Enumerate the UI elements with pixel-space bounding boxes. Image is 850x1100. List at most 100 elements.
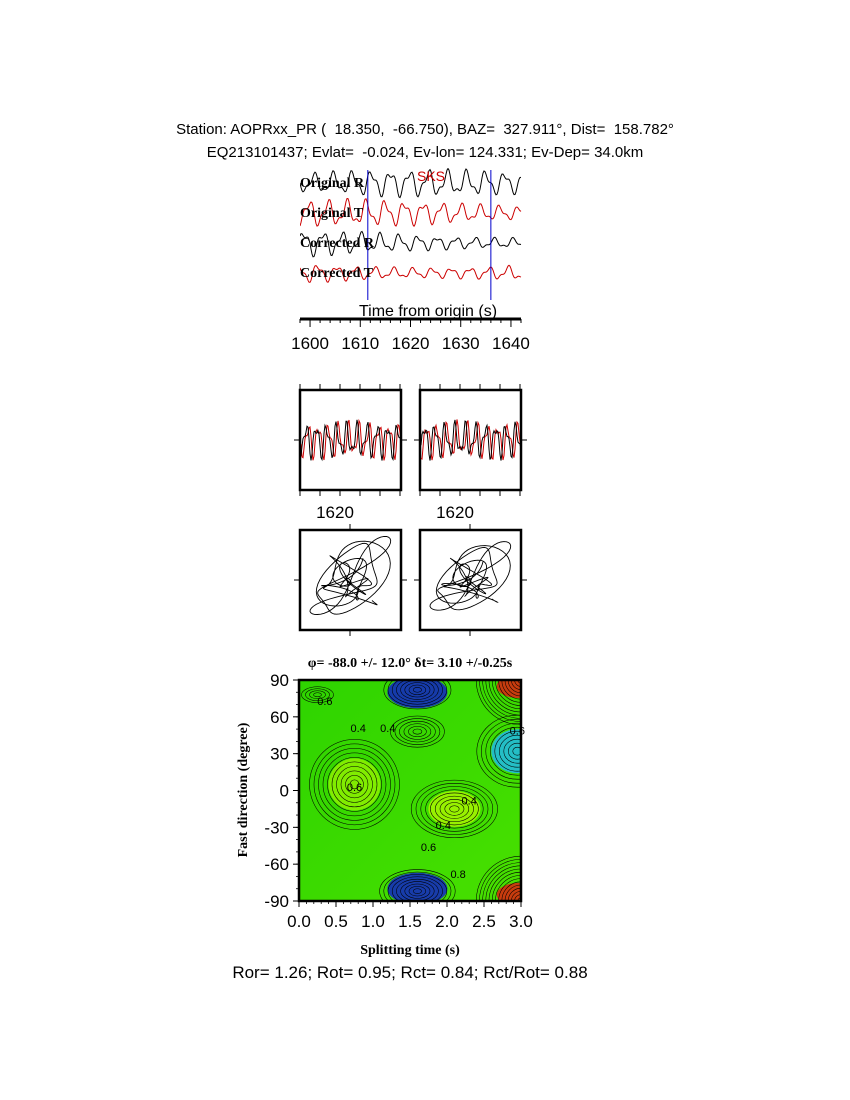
contour-line (331, 761, 378, 808)
contour-line (313, 692, 322, 698)
trace-label-corrected-t: Corrected T (300, 266, 374, 281)
contour-line (327, 757, 382, 812)
grid-x-tick-label: 0.0 (287, 912, 311, 931)
bright-region-right (428, 790, 481, 827)
window-trace-radial (421, 419, 520, 461)
contour-label: 0.4 (351, 723, 366, 735)
contour-line (387, 680, 448, 707)
bright-region-left (328, 758, 381, 811)
contour-line (396, 878, 439, 901)
grid-x-tick-label: 3.0 (509, 912, 533, 931)
contour-line (449, 805, 460, 813)
window-trace-radial (301, 419, 400, 462)
window-trace-transverse (421, 419, 520, 461)
contour-line (404, 682, 431, 698)
contour-line (387, 874, 448, 901)
contour-line (390, 715, 445, 748)
contour-line (408, 684, 427, 695)
contour-line (345, 775, 364, 794)
contour-label: 0.8 (450, 869, 465, 881)
contour-line (379, 869, 456, 901)
contour-line (494, 730, 521, 772)
grid-y-tick-label: 60 (270, 708, 289, 727)
contour-line (391, 876, 443, 901)
energy-heatmap (299, 680, 521, 901)
grid-x-tick-label: 2.0 (435, 912, 459, 931)
contour-line (399, 720, 436, 743)
correlation-summary: Ror= 1.26; Rot= 0.95; Rct= 0.84; Rct/Rot… (232, 963, 588, 982)
contour-line (403, 723, 432, 740)
trace-label-original-r: Original R (300, 176, 365, 191)
contour-line (512, 746, 521, 756)
contour-line (394, 718, 441, 745)
contour-line (434, 795, 474, 822)
trace-label-corrected-r: Corrected R (300, 236, 375, 251)
contour-label: 0.6 (421, 842, 436, 854)
contour-line (508, 742, 521, 760)
contour-line (404, 883, 431, 899)
grid-title: φ= -88.0 +/- 12.0° δt= 3.10 +/-0.25s (308, 656, 513, 671)
contour-label: 0.6 (510, 725, 525, 737)
contour-line (412, 728, 423, 735)
contour-line (408, 726, 427, 738)
contour-line (420, 786, 489, 832)
contour-line (430, 792, 479, 826)
contour-label: 0.6 (347, 782, 362, 794)
contour-line (396, 680, 439, 703)
contour-label: 0.4 (462, 795, 477, 807)
contour-line (485, 722, 521, 780)
contour-line (340, 770, 369, 799)
trace-corrected-t (300, 264, 522, 283)
contour-line (415, 783, 494, 835)
event-info: EQ213101437; Evlat= -0.024, Ev-lon= 124.… (206, 144, 644, 161)
grid-y-tick-label: 0 (280, 782, 289, 801)
contour-line (439, 799, 470, 819)
station-info: Station: AOPRxx_PR ( 18.350, -66.750), B… (176, 121, 674, 138)
contour-line (391, 680, 443, 705)
grid-x-tick-label: 0.5 (324, 912, 348, 931)
time-tick-label: 1640 (492, 334, 530, 353)
grid-y-tick-label: -90 (264, 892, 289, 911)
contour-line (313, 743, 396, 826)
time-tick-label: 1630 (442, 334, 480, 353)
phase-label: SKS (417, 168, 445, 184)
contour-line (383, 871, 452, 901)
window-box-corrected (418, 388, 523, 492)
energy-grid-panel: φ= -88.0 +/- 12.0° δt= 3.10 +/-0.25s 0.6… (236, 656, 533, 958)
grid-x-label: Splitting time (s) (360, 943, 460, 958)
contour-line (322, 752, 387, 817)
time-tick-label: 1620 (392, 334, 430, 353)
grid-x-tick-label: 1.0 (361, 912, 385, 931)
contour-label: 0.4 (436, 820, 451, 832)
contour-line (305, 688, 330, 702)
contour-label: 0.4 (380, 723, 395, 735)
trace-label-original-t: Original T (300, 206, 364, 221)
window-trace-transverse (301, 418, 400, 461)
time-axis-label: Time from origin (s) (359, 303, 497, 320)
contour-line (318, 748, 391, 821)
grid-y-label: Fast direction (degree) (236, 722, 251, 857)
contour-line (349, 779, 360, 790)
grid-x-tick-label: 2.5 (472, 912, 496, 931)
contour-line (301, 686, 334, 704)
contour-line (444, 802, 465, 816)
particle-motion-path (429, 541, 512, 611)
contour-line (410, 779, 498, 838)
high-energy-bottom (496, 882, 521, 901)
window-panels: 1620 1620 (294, 384, 527, 522)
grid-y-tick-label: -30 (264, 818, 289, 837)
trace-original-t (300, 197, 522, 228)
trace-original-r (300, 168, 522, 199)
contour-line (336, 766, 373, 803)
contour-line (499, 734, 521, 768)
window-tick-label-original: 1620 (316, 503, 354, 522)
grid-x-tick-label: 1.5 (398, 912, 422, 931)
grid-y-tick-label: 30 (270, 745, 289, 764)
contour-line (481, 718, 521, 784)
time-tick-label: 1610 (341, 334, 379, 353)
contour-line (412, 687, 422, 693)
particle-motion-path (309, 535, 392, 615)
grid-y-tick-label: 90 (270, 671, 289, 690)
contour-line (425, 789, 484, 829)
